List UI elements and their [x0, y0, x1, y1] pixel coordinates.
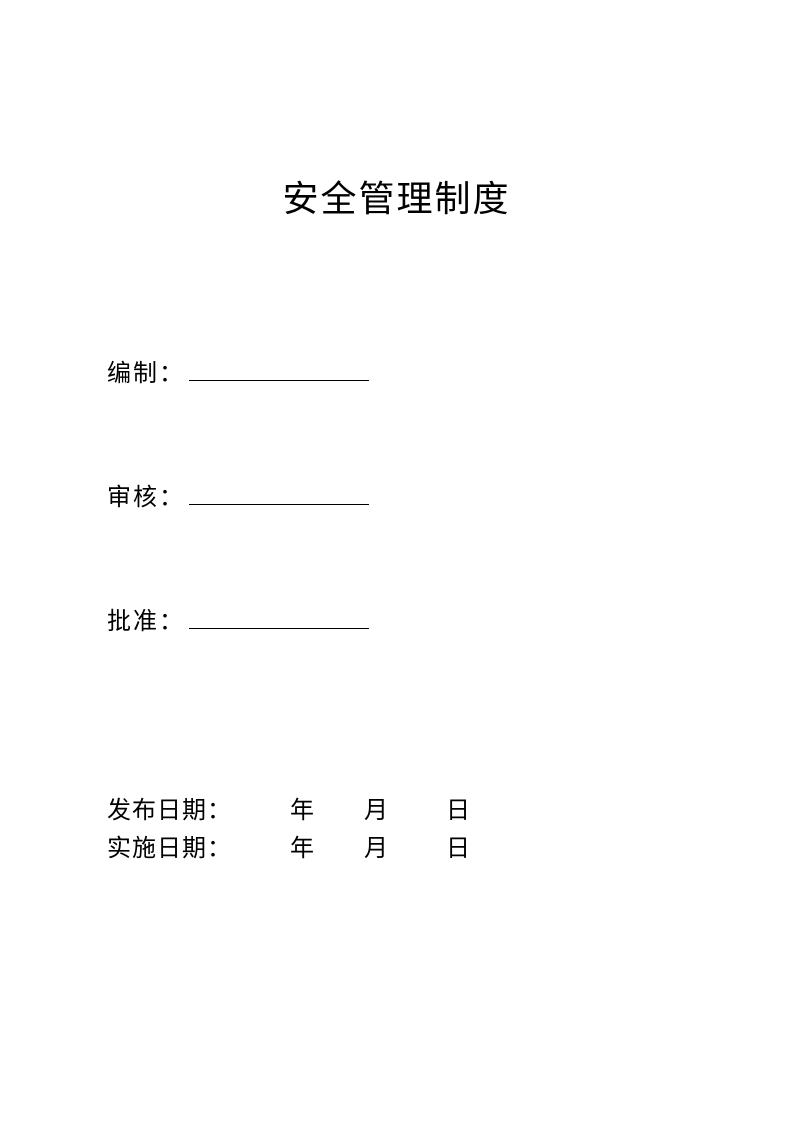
fabu-year-unit: 年: [290, 790, 314, 825]
bianzhi-line: [189, 357, 369, 381]
fabu-month-unit: 月: [364, 790, 388, 825]
fabu-label: 发布日期：: [107, 790, 232, 825]
pizhun-label: 批准：: [107, 601, 185, 636]
document-title: 安全管理制度: [0, 170, 793, 222]
fabu-day-unit: 日: [446, 790, 470, 825]
date-row-shishi: 实施日期： 年 月 日: [107, 828, 470, 863]
document-page: 安全管理制度 编制： 审核： 批准： 发布日期： 年 月 日 实施日期： 年 月…: [0, 0, 793, 1122]
shenhe-label: 审核：: [107, 477, 185, 512]
pizhun-line: [189, 605, 369, 629]
shishi-day-unit: 日: [446, 828, 470, 863]
signature-row-shenhe: 审核：: [107, 477, 369, 512]
shenhe-line: [189, 481, 369, 505]
date-row-fabu: 发布日期： 年 月 日: [107, 790, 470, 825]
bianzhi-label: 编制：: [107, 353, 185, 388]
shishi-month-unit: 月: [364, 828, 388, 863]
shishi-label: 实施日期：: [107, 828, 232, 863]
signature-row-bianzhi: 编制：: [107, 353, 369, 388]
shishi-year-unit: 年: [290, 828, 314, 863]
signature-row-pizhun: 批准：: [107, 601, 369, 636]
